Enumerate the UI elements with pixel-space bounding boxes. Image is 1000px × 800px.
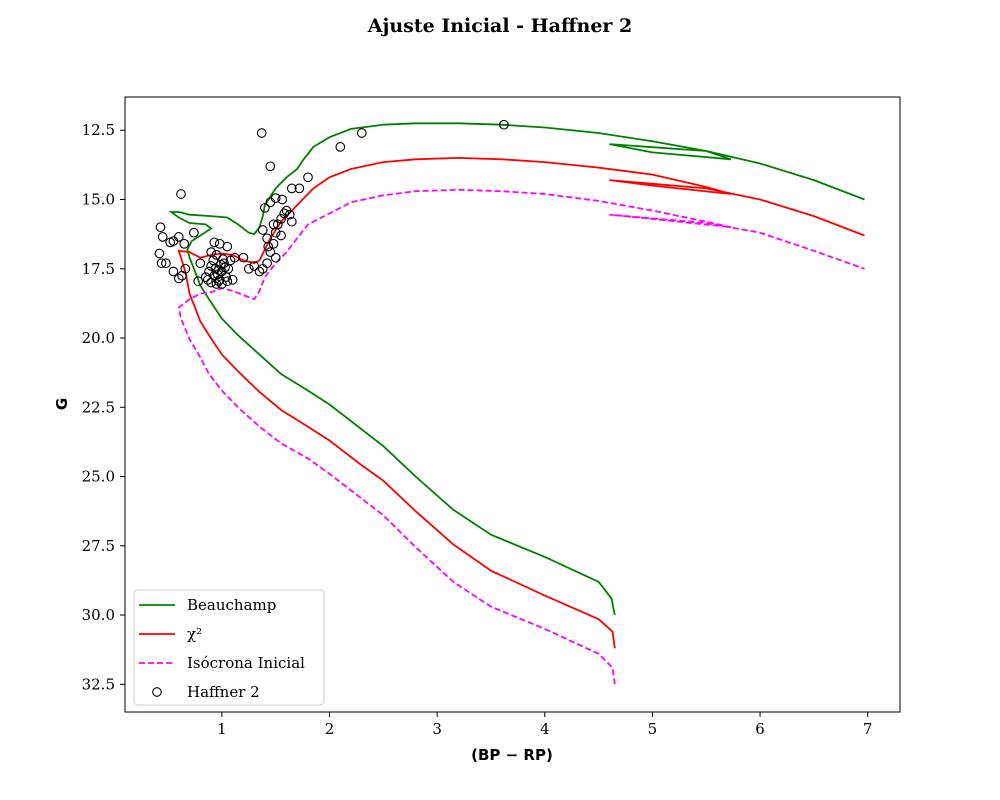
scatter-point xyxy=(268,238,279,249)
scatter-point xyxy=(193,276,204,287)
scatter-point xyxy=(263,241,274,252)
scatter-point xyxy=(272,219,283,230)
scatter-point xyxy=(154,248,165,259)
chart-title: Ajuste Inicial - Haffner 2 xyxy=(367,15,633,37)
scatter-point xyxy=(209,237,220,248)
legend-box xyxy=(133,589,325,706)
y-tick-label: 27.5 xyxy=(82,537,115,555)
x-tick-label: 5 xyxy=(648,720,658,738)
plot-area xyxy=(154,119,865,685)
y-tick-label: 17.5 xyxy=(82,260,115,278)
y-tick-label: 20.0 xyxy=(82,329,115,347)
scatter-point xyxy=(276,230,286,241)
x-axis: 1 2 3 4 5 6 7 xyxy=(217,712,872,738)
scatter-point xyxy=(265,161,276,172)
legend-label: Beauchamp xyxy=(187,596,276,614)
scatter-point xyxy=(356,128,367,138)
scatter-point xyxy=(243,263,254,274)
y-tick-label: 15.0 xyxy=(82,191,115,209)
x-tick-label: 6 xyxy=(755,720,765,738)
scatter-point xyxy=(156,258,167,269)
scatter-point xyxy=(270,193,281,203)
scatter-point xyxy=(227,274,238,285)
y-tick-label: 12.5 xyxy=(82,121,115,139)
x-tick-label: 2 xyxy=(325,720,335,738)
scatter-point xyxy=(222,241,233,252)
legend-label: Haffner 2 xyxy=(187,683,260,701)
scatter-point xyxy=(499,119,509,130)
scatter-point xyxy=(195,258,206,269)
series-line-2 xyxy=(177,188,865,685)
scatter-point xyxy=(173,273,184,284)
scatter-point xyxy=(217,279,227,289)
scatter-point xyxy=(179,238,190,249)
scatter-point xyxy=(176,189,186,199)
y-tick-label: 22.5 xyxy=(82,398,115,416)
scatter-point xyxy=(256,128,267,138)
x-tick-label: 4 xyxy=(540,720,550,738)
y-tick-label: 25.0 xyxy=(82,468,115,486)
scatter-point xyxy=(277,194,288,205)
scatter-point xyxy=(238,252,249,263)
scatter-point xyxy=(303,172,313,183)
scatter-point xyxy=(189,227,199,238)
scatter-point xyxy=(279,208,290,219)
series-line-1 xyxy=(177,156,865,649)
scatter-point xyxy=(161,258,171,269)
scatter-point xyxy=(286,216,297,227)
scatter-point xyxy=(254,266,265,277)
x-tick-label: 3 xyxy=(432,720,442,738)
x-tick-label: 1 xyxy=(217,720,227,738)
y-tick-label: 30.0 xyxy=(82,606,115,624)
x-tick-label: 7 xyxy=(863,720,873,738)
scatter-point xyxy=(220,262,230,273)
legend: Beauchamp χ² Isócrona Inicial Haffner 2 xyxy=(133,589,325,706)
legend-swatch xyxy=(152,687,162,697)
legend-label: Isócrona Inicial xyxy=(187,654,305,672)
scatter-point xyxy=(173,232,184,242)
scatter-point xyxy=(335,142,346,152)
scatter-point xyxy=(260,202,270,213)
x-axis-title: (BP − RP) xyxy=(471,746,553,764)
plot-frame xyxy=(124,96,901,713)
scatter-point xyxy=(157,232,168,242)
scatter-point xyxy=(294,183,305,194)
scatter-point xyxy=(249,261,260,271)
y-axis-title: G xyxy=(53,398,71,410)
scatter-point xyxy=(206,247,216,257)
y-axis: 12.5 15.0 17.5 20.0 22.5 25.0 27.5 30.0 32.5 xyxy=(82,121,125,693)
scatter-point xyxy=(257,225,268,235)
scatter-point xyxy=(180,263,191,274)
scatter-point xyxy=(276,214,286,224)
scatter-point xyxy=(284,209,295,220)
scatter-point xyxy=(286,183,297,194)
series-line-0 xyxy=(168,122,865,616)
scatter-point xyxy=(213,276,224,287)
scatter-point xyxy=(268,219,279,230)
scatter-point xyxy=(262,258,272,269)
scatter-point xyxy=(270,252,281,263)
scatter-point xyxy=(155,222,166,233)
y-tick-label: 32.5 xyxy=(82,675,115,693)
legend-label: χ² xyxy=(187,625,202,643)
scatter-point xyxy=(265,247,276,257)
scatter-point xyxy=(168,266,179,277)
